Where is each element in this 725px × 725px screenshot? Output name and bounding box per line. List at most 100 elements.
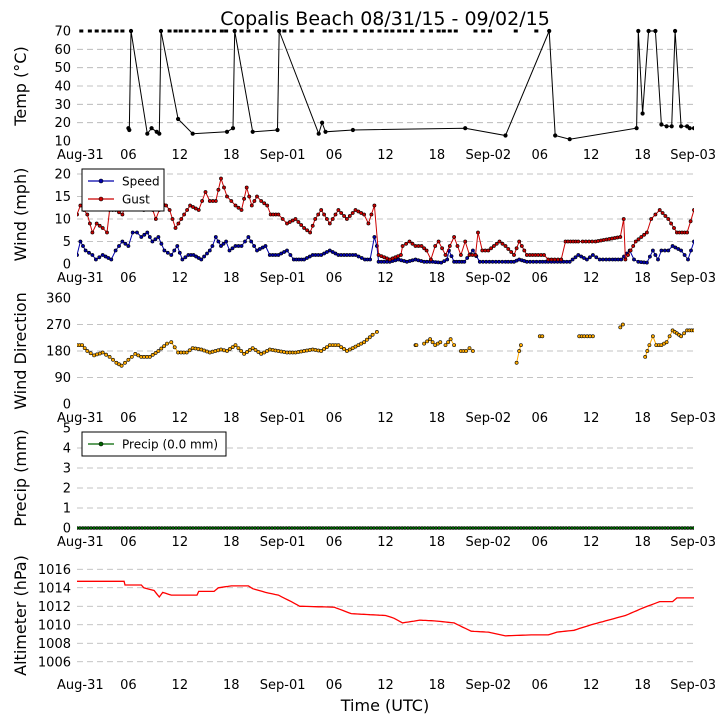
y-tick-label-alt: 1016	[38, 563, 71, 578]
data-point-precip	[485, 526, 489, 530]
data-point-wind	[672, 226, 676, 230]
x-tick-label-alt: Sep-02	[465, 678, 511, 693]
data-point-precip	[352, 526, 356, 530]
data-point-wind	[153, 217, 158, 221]
data-point-wind	[207, 248, 212, 253]
data-point-wind	[487, 259, 492, 264]
temp-point-clipped	[362, 29, 367, 33]
data-point-wind	[169, 253, 174, 257]
x-tick-label-alt: 12	[172, 678, 189, 693]
data-point-wind	[528, 259, 533, 264]
data-point-precip	[524, 526, 529, 530]
data-point-dir	[133, 351, 138, 356]
data-point-dir	[667, 334, 672, 339]
data-point-wind	[628, 248, 633, 253]
y-tick-label-precip: 0	[63, 522, 71, 537]
data-point-wind	[657, 208, 662, 212]
temp-point-clipped	[263, 29, 268, 33]
data-point-precip	[199, 526, 204, 530]
temp-point-clipped	[178, 29, 183, 33]
data-point-dir	[227, 347, 232, 351]
data-point-wind	[666, 217, 671, 221]
data-point-wind	[648, 254, 652, 259]
data-point-wind	[506, 247, 511, 251]
data-point-dir	[430, 340, 435, 345]
data-point-wind	[443, 253, 448, 257]
x-tick-label-temp: 12	[583, 148, 600, 163]
data-point-wind	[233, 203, 238, 208]
data-point-precip	[191, 526, 195, 530]
data-point-precip	[635, 526, 639, 530]
data-point-wind	[97, 223, 102, 228]
legend-label-precip: Precip (0.0 mm)	[122, 438, 218, 452]
data-point-wind	[202, 254, 207, 259]
y-tick-label-alt: 1010	[38, 618, 71, 633]
data-point-wind	[222, 185, 226, 190]
data-point-wind	[462, 259, 467, 264]
data-point-dir	[107, 354, 112, 359]
data-point-wind	[219, 244, 223, 248]
x-tick-label-precip: 18	[429, 535, 446, 550]
data-point-temp	[653, 28, 658, 34]
x-tick-label-wind: Aug-31	[57, 271, 104, 286]
data-point-wind	[257, 247, 262, 251]
data-point-precip	[575, 526, 580, 530]
data-point-dir	[153, 351, 158, 355]
data-point-dir	[253, 348, 258, 352]
data-point-wind	[90, 230, 95, 235]
data-point-wind	[81, 244, 85, 248]
series-wind-0	[77, 230, 694, 265]
temp-point-clipped	[403, 29, 408, 33]
data-point-precip	[391, 526, 396, 530]
y-tick-label-temp: 50	[54, 61, 71, 76]
data-point-dir	[123, 360, 127, 365]
temp-point-clipped	[191, 29, 196, 33]
data-point-dir	[356, 343, 361, 348]
data-point-wind	[692, 208, 694, 212]
data-point-temp	[503, 133, 508, 138]
data-point-wind	[500, 259, 505, 264]
data-point-wind	[685, 230, 690, 235]
data-point-wind	[645, 230, 649, 235]
series-line-alt	[77, 580, 694, 637]
data-point-wind	[350, 211, 355, 215]
data-point-dir	[230, 345, 235, 350]
series-alt-0	[77, 580, 694, 637]
data-point-precip	[677, 526, 682, 530]
data-point-wind	[263, 244, 268, 248]
x-tick-label-dir: 18	[429, 411, 446, 426]
x-tick-label-alt: 18	[429, 678, 446, 693]
data-point-wind	[336, 208, 341, 212]
data-point-precip	[261, 526, 266, 530]
data-point-wind	[139, 235, 144, 239]
data-point-wind	[330, 250, 335, 254]
data-point-precip	[332, 526, 337, 530]
data-point-wind	[692, 239, 694, 244]
data-point-wind	[252, 244, 257, 248]
data-point-wind	[142, 232, 147, 237]
x-tick-label-precip: Sep-03	[670, 535, 716, 550]
x-tick-label-precip: 06	[326, 535, 343, 550]
data-point-dir	[322, 347, 327, 351]
data-point-wind	[239, 208, 244, 212]
temp-point-clipped	[441, 29, 446, 33]
data-point-dir	[514, 360, 519, 365]
data-point-wind	[293, 217, 298, 221]
data-point-wind	[282, 250, 287, 254]
temp-point-clipped	[377, 29, 382, 33]
temp-point-clipped	[289, 29, 294, 33]
data-point-temp	[640, 111, 645, 116]
temp-point-clipped	[453, 29, 458, 33]
data-point-wind	[442, 259, 447, 264]
data-point-precip	[363, 526, 368, 530]
data-point-wind	[100, 253, 105, 257]
data-point-wind	[362, 212, 367, 217]
data-point-wind	[439, 260, 444, 265]
data-point-dir	[374, 329, 379, 334]
data-point-precip	[230, 526, 235, 530]
temp-point-clipped	[239, 29, 244, 33]
data-point-wind	[407, 239, 412, 244]
temp-point-clipped	[300, 29, 305, 33]
data-point-wind	[243, 239, 247, 244]
data-point-dir	[682, 331, 687, 336]
